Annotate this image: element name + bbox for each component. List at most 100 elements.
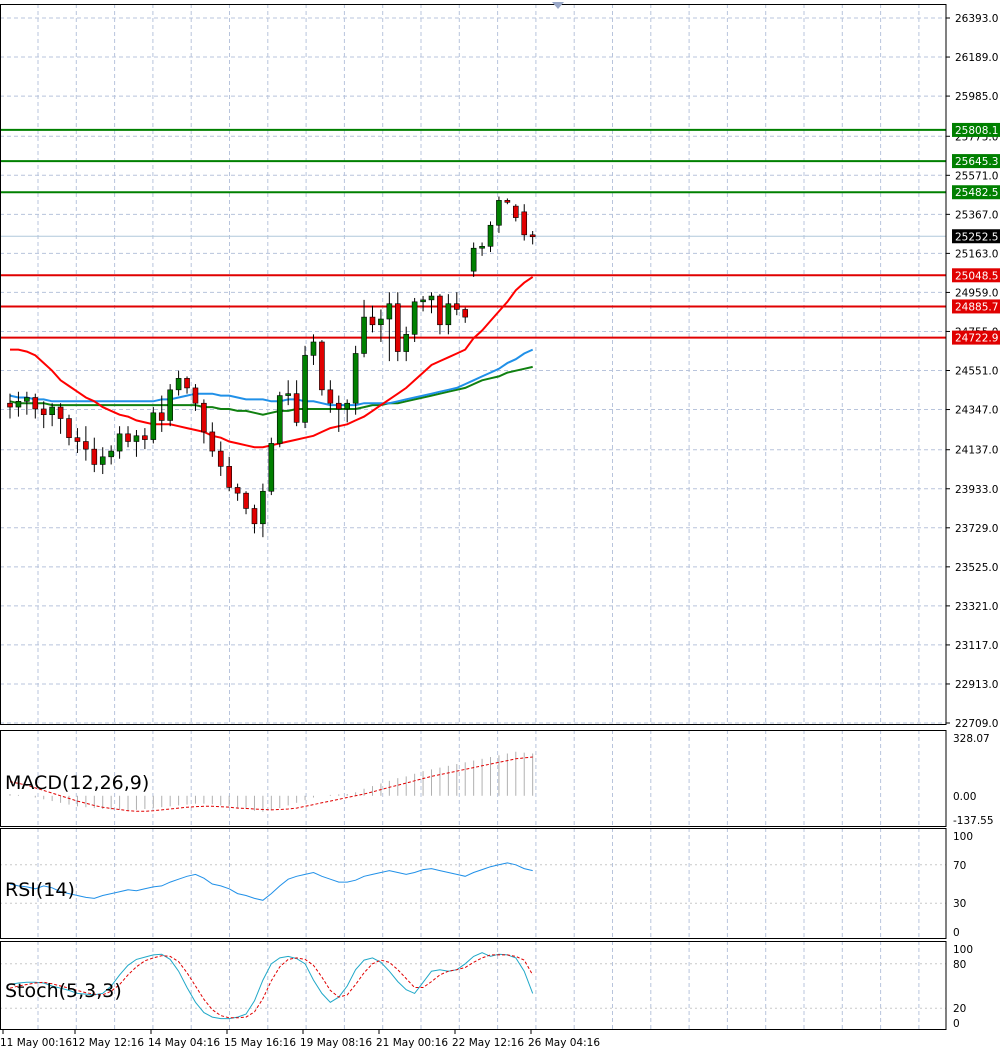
panel-frame (0, 828, 947, 939)
date-tick-label: 26 May 04:16 (528, 1037, 600, 1049)
bull-candle (496, 200, 502, 226)
bull-candle (133, 435, 140, 442)
rsi-label: RSI(14) (5, 879, 75, 901)
bear-candle (521, 211, 528, 236)
support-level-tag (952, 330, 1000, 345)
stoch-tick-label: 80 (953, 959, 966, 971)
bear-candle (504, 200, 511, 203)
bear-candle (158, 412, 165, 421)
date-tick-label: 15 May 16:16 (224, 1037, 296, 1049)
date-tick-label: 21 May 00:16 (376, 1037, 448, 1049)
bear-candle (327, 389, 334, 404)
bull-candle (403, 334, 410, 352)
resistance-level-tag (952, 122, 1000, 137)
bull-candle (352, 353, 359, 404)
macd-label: MACD(12,26,9) (5, 772, 149, 794)
bear-candle (7, 402, 13, 408)
bear-candle (74, 437, 81, 442)
bull-candle (285, 393, 291, 396)
price-tick-label: 22709.0 (955, 718, 998, 730)
date-tick-label: 19 May 08:16 (300, 1037, 372, 1049)
macd-signal-line (9, 756, 533, 812)
price-tick-label: 23321.0 (955, 601, 998, 613)
rsi-tick-label: 70 (953, 860, 966, 872)
stoch-signal-line (9, 954, 534, 1019)
rsi-line (9, 862, 533, 901)
price-tags: 25808.1 25645.3 25482.5 25048.5 24885.7 24722… (952, 122, 1000, 345)
bear-candle (437, 295, 443, 326)
bear-candle (91, 448, 98, 465)
current-price-tag (952, 229, 1000, 244)
bear-candle (335, 402, 342, 410)
bull-candle (108, 450, 114, 458)
bull-candle (420, 299, 426, 303)
bear-candle (142, 435, 148, 440)
bull-candle (99, 456, 106, 465)
bull-candle (445, 303, 452, 326)
support-level-tag-label: 25048.5 (955, 270, 998, 282)
bear-candle (184, 378, 190, 389)
price-tick-label: 22913.0 (955, 679, 998, 691)
ma-slow-line (9, 365, 533, 416)
price-tick-label: 25367.0 (955, 209, 998, 221)
price-tick-label: 26393.0 (955, 13, 998, 25)
bull-candle (175, 378, 182, 391)
panel-frames (0, 4, 947, 1030)
bear-candle (453, 303, 460, 310)
bull-candle (15, 401, 22, 408)
date-tick-label: 22 May 12:16 (452, 1037, 524, 1049)
bear-candle (512, 205, 519, 218)
bull-candle (411, 301, 418, 335)
time-axis: 11 May 00:16 12 May 12:16 14 May 04:16 15 M… (0, 1029, 600, 1049)
bear-candle (209, 431, 216, 452)
price-tick-label: 23933.0 (955, 484, 998, 496)
bull-candle (49, 406, 55, 416)
bear-candle (226, 466, 232, 488)
panel-frame (0, 941, 947, 1030)
resistance-level-tag-label: 25808.1 (955, 125, 998, 137)
ma-mid-line (9, 348, 534, 407)
bear-candle (83, 441, 89, 450)
macd-tick-label: 0.00 (953, 791, 976, 803)
price-tick-label: 25163.0 (955, 248, 998, 260)
bear-candle (192, 387, 199, 404)
bull-candle (487, 224, 494, 247)
stoch-main-line (9, 952, 534, 1020)
bear-candle (217, 450, 224, 467)
bull-candle (150, 412, 157, 440)
bull-candle (276, 395, 283, 444)
bear-candle (32, 397, 39, 410)
bear-candle (243, 492, 249, 509)
date-tick-label: 12 May 12:16 (72, 1037, 144, 1049)
rsi-tick-label: 30 (953, 898, 966, 910)
bull-candle (479, 246, 485, 249)
date-tick-label: 11 May 00:16 (0, 1037, 72, 1049)
resistance-level-tag-label: 25645.3 (955, 156, 998, 168)
price-tick-label: 23525.0 (955, 562, 998, 574)
bear-candle (319, 341, 325, 391)
resistance-level-tag (952, 154, 1000, 169)
resistance-level-tag (952, 185, 1000, 200)
resistance-level-tag-label: 25482.5 (955, 187, 998, 199)
indicators (0, 751, 946, 1020)
price-tick-label: 24959.0 (955, 287, 998, 299)
rsi-tick-label: 100 (953, 831, 973, 843)
bear-candle (57, 406, 64, 419)
support-level-tag-label: 24885.7 (955, 301, 998, 313)
stoch-tick-label: 20 (953, 1003, 966, 1015)
grid (0, 4, 946, 1029)
panel-frame (0, 4, 947, 725)
support-resistance-levels (0, 128, 946, 339)
macd-tick-label: -137.55 (953, 815, 994, 827)
scroll-marker-icon[interactable] (552, 2, 564, 9)
price-tick-label: 23117.0 (955, 640, 998, 652)
bear-candle (251, 508, 258, 525)
support-level-tag-label: 24722.9 (955, 333, 998, 345)
bear-candle (369, 316, 376, 326)
support-level-tag (952, 268, 1000, 283)
bull-candle (378, 318, 384, 326)
bear-candle (66, 418, 72, 438)
candlesticks (7, 196, 536, 538)
price-tick-label: 24551.0 (955, 366, 998, 378)
